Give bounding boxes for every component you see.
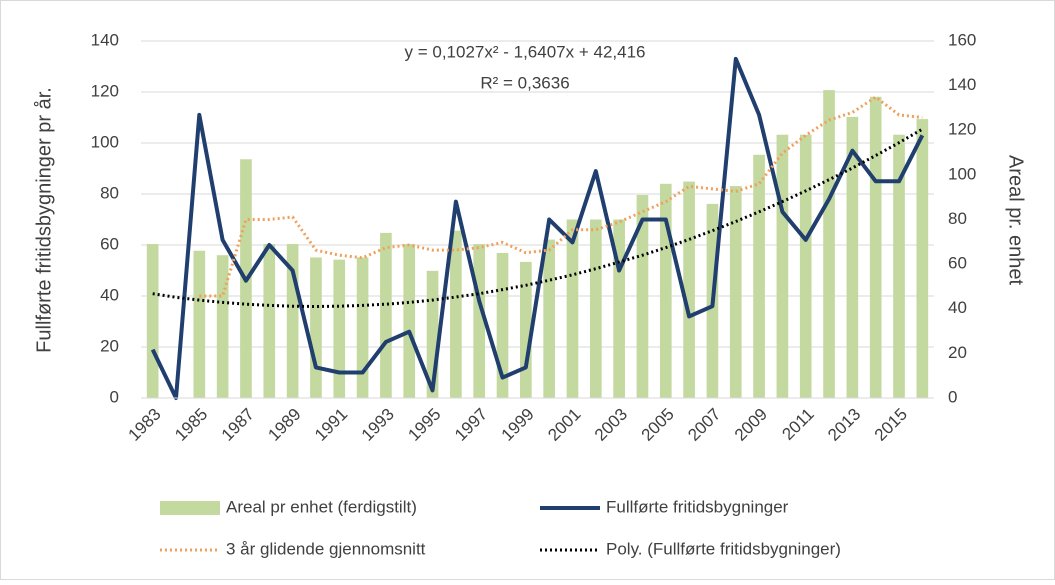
bar	[286, 244, 299, 398]
y-tick-label: 140	[91, 30, 119, 49]
bar	[613, 219, 625, 398]
legend-label: Areal pr enhet (ferdigstilt)	[226, 497, 417, 516]
line-series	[150, 56, 925, 400]
bar	[823, 90, 835, 399]
y2-tick-label: 0	[948, 387, 957, 406]
y-tick-label: 100	[91, 132, 119, 151]
y2-tick-label: 140	[948, 75, 976, 94]
bar	[146, 244, 159, 398]
bar	[450, 230, 462, 398]
bar	[543, 239, 555, 398]
y-tick-label: 80	[100, 183, 119, 202]
bar	[776, 134, 789, 398]
bar	[356, 257, 369, 398]
bar	[916, 119, 929, 398]
bar	[659, 183, 672, 398]
bar	[753, 154, 765, 398]
bar	[193, 250, 206, 398]
y-axis-title: Fullførte fritidsbygninger pr år.	[33, 87, 55, 353]
bar	[333, 259, 346, 398]
legend-label: Fullførte fritidsbygninger	[606, 497, 789, 516]
bar	[636, 194, 649, 398]
bar	[520, 261, 532, 398]
bar	[566, 219, 579, 398]
y-tick-label: 20	[100, 336, 119, 355]
y-tick-label: 0	[110, 387, 119, 406]
bar	[729, 186, 742, 398]
y2-tick-label: 120	[948, 120, 976, 139]
legend-label: 3 år glidende gjennomsnitt	[226, 539, 426, 558]
bar	[799, 134, 812, 398]
bar	[683, 181, 695, 398]
legend-swatch	[160, 501, 220, 515]
bar	[426, 270, 439, 398]
y-tick-label: 120	[91, 81, 119, 100]
bar	[893, 134, 905, 398]
equation: y = 0,1027x² - 1,6407x + 42,416	[404, 42, 645, 61]
bar	[589, 219, 602, 398]
bar	[846, 116, 859, 399]
y2-tick-label: 40	[948, 298, 967, 317]
bar	[869, 96, 882, 398]
y2-axis-title: Areal pr. enhet	[1005, 155, 1027, 286]
r-squared: R² = 0,3636	[480, 73, 569, 92]
bar	[496, 252, 509, 398]
legend-label: Poly. (Fullførte fritidsbygninger)	[606, 539, 841, 558]
y2-tick-label: 100	[948, 164, 976, 183]
bar	[216, 255, 229, 398]
y2-tick-label: 20	[948, 343, 967, 362]
bar	[263, 244, 276, 398]
y2-tick-label: 160	[948, 30, 976, 49]
y-tick-label: 40	[100, 285, 119, 304]
bar	[403, 244, 416, 398]
bar	[310, 257, 322, 398]
bar	[473, 244, 486, 398]
y-tick-label: 60	[100, 234, 119, 253]
y2-tick-label: 80	[948, 209, 967, 228]
y2-tick-label: 60	[948, 254, 967, 273]
line-series	[199, 95, 923, 298]
bar	[380, 232, 392, 398]
